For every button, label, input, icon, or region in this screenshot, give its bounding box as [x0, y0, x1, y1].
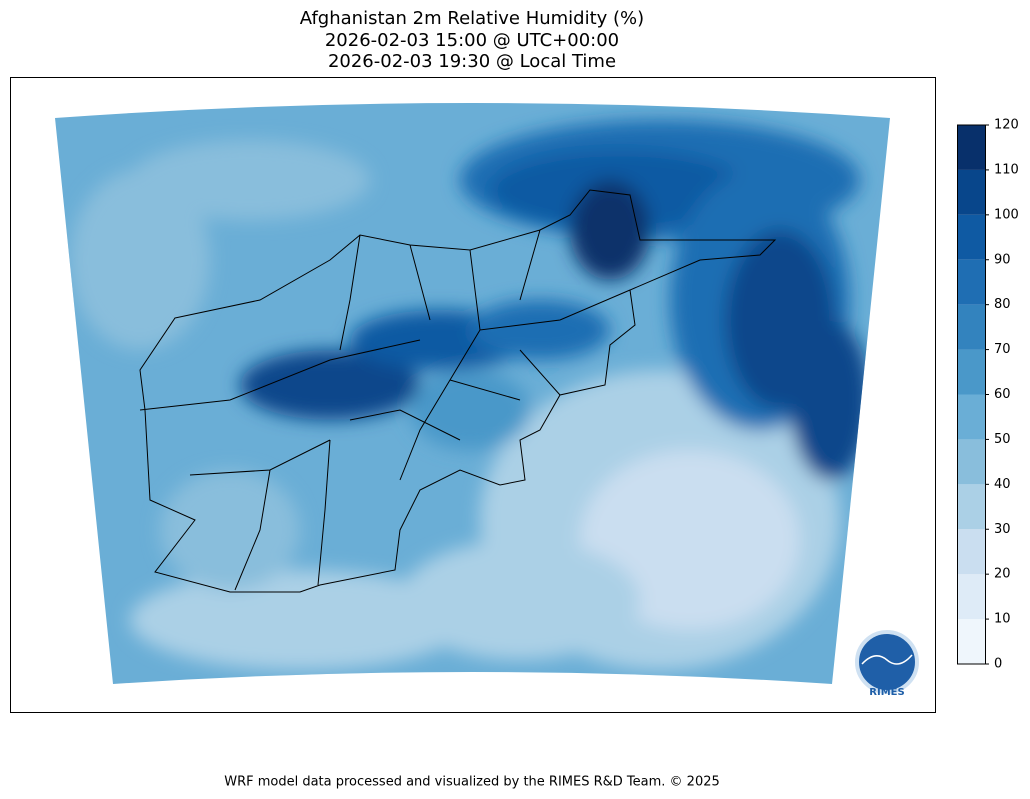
colorbar-tick-label: 100: [994, 207, 1019, 222]
colorbar-segment: [957, 259, 985, 305]
colorbar-segment: [957, 394, 985, 440]
humidity-field: [55, 103, 890, 684]
colorbar-segment: [957, 529, 985, 575]
colorbar-segment: [957, 214, 985, 260]
title: Afghanistan 2m Relative Humidity (%) 202…: [300, 8, 644, 72]
country-borders: [139, 189, 777, 593]
logo-text: RIMES: [869, 687, 904, 698]
colorbar-tick-label: 80: [994, 297, 1011, 312]
colorbar-segment: [957, 484, 985, 530]
colorbar-segment: [957, 619, 985, 664]
colorbar-tick-label: 20: [994, 567, 1011, 582]
colorbar-tick-label: 10: [994, 612, 1011, 627]
colorbar-tick-label: 90: [994, 252, 1011, 267]
colorbar-tick-label: 70: [994, 342, 1011, 357]
colorbar-segment: [957, 304, 985, 350]
colorbar-segment: [957, 125, 985, 170]
colorbar-segment: [957, 349, 985, 395]
colorbar-tick-label: 40: [994, 477, 1011, 492]
colorbar-tick-label: 0: [994, 657, 1002, 672]
colorbar-segment: [957, 169, 985, 215]
colorbar-segment: [957, 439, 985, 485]
title-line: Afghanistan 2m Relative Humidity (%): [300, 8, 644, 29]
title-line: 2026-02-03 19:30 @ Local Time: [328, 51, 616, 72]
colorbar-tick-label: 110: [994, 162, 1019, 177]
colorbar: 0 10 20 30 40 50 60 70 80 90 100 110 120: [957, 118, 1019, 672]
colorbar-tick-label: 50: [994, 432, 1011, 447]
colorbar-tick-label: 120: [994, 118, 1019, 133]
colorbar-tick-label: 30: [994, 522, 1011, 537]
colorbar-segment: [957, 574, 985, 620]
colorbar-tick-label: 60: [994, 387, 1011, 402]
title-line: 2026-02-03 15:00 @ UTC+00:00: [325, 30, 619, 51]
footer: WRF model data processed and visualized …: [224, 775, 720, 790]
logo: RIMES: [855, 630, 919, 698]
